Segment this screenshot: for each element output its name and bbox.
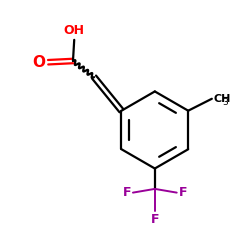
Text: 3: 3 [222,98,228,107]
Text: F: F [150,213,159,226]
Text: CH: CH [213,94,230,104]
Text: O: O [32,55,45,70]
Text: F: F [179,186,187,199]
Text: F: F [122,186,131,199]
Text: OH: OH [64,24,85,37]
